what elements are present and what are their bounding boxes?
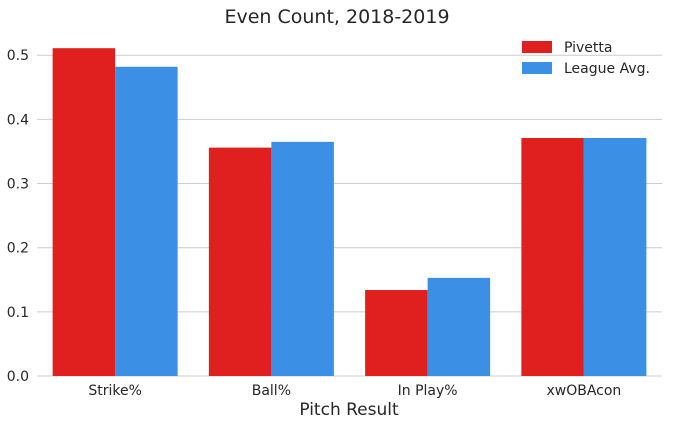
bar-league-avg-ball [271, 141, 334, 376]
chart-title: Even Count, 2018-2019 [224, 6, 449, 28]
bars [52, 48, 647, 376]
legend: Pivetta League Avg. [522, 40, 650, 77]
bar-pivetta-strike [52, 48, 116, 376]
y-tick-label: 0.0 [7, 369, 29, 385]
x-tick-label: Ball% [252, 383, 291, 399]
bar-pivetta-xwobacon [521, 138, 584, 376]
x-tick-label: xwOBAcon [546, 383, 621, 399]
legend-swatch [522, 41, 552, 53]
y-tick-label: 0.2 [7, 241, 29, 257]
bar-league-avg-xwobacon [583, 138, 647, 376]
x-tick-labels: Strike% Ball% In Play% xwOBAcon [88, 383, 621, 399]
legend-label: League Avg. [564, 61, 650, 77]
legend-swatch [522, 62, 552, 74]
y-tick-label: 0.1 [7, 305, 29, 321]
y-tick-labels: 0.0 0.1 0.2 0.3 0.4 0.5 [7, 48, 29, 385]
bar-league-avg-in-play [427, 277, 491, 376]
bar-pivetta-in-play [365, 290, 428, 376]
x-tick-label: Strike% [88, 383, 142, 399]
bar-league-avg-strike [115, 66, 178, 376]
y-tick-label: 0.5 [7, 48, 29, 64]
x-axis-label: Pitch Result [299, 400, 399, 420]
y-tick-label: 0.4 [7, 112, 29, 128]
bar-pivetta-ball [208, 147, 272, 376]
y-tick-label: 0.3 [7, 177, 29, 193]
legend-label: Pivetta [564, 40, 612, 56]
x-tick-label: In Play% [398, 383, 458, 399]
